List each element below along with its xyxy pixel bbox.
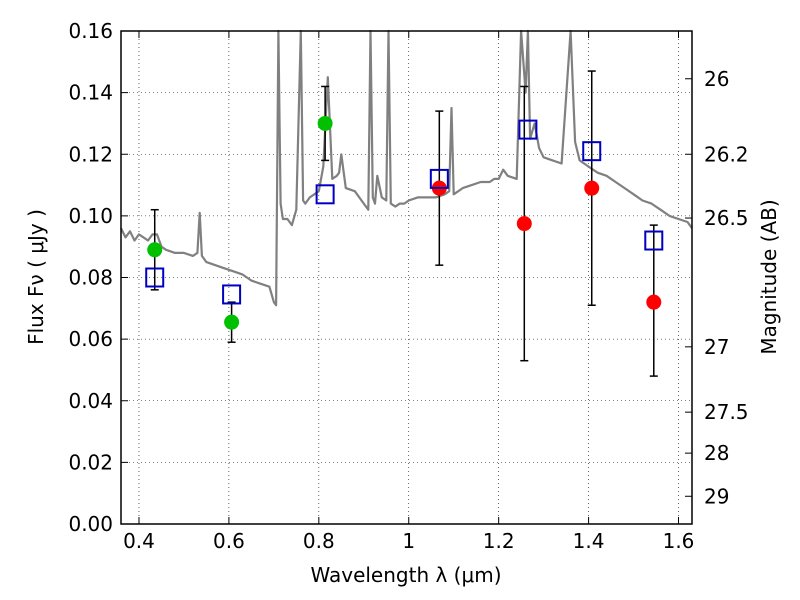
x-tick-label: 1 bbox=[402, 529, 415, 553]
data-point-circle bbox=[516, 216, 532, 232]
data-point-square bbox=[315, 184, 335, 205]
data-point-square bbox=[145, 267, 165, 288]
right-tick-label: 26.5 bbox=[704, 206, 749, 230]
y-tick-label: 0.16 bbox=[68, 19, 113, 43]
x-tick-label: 1.4 bbox=[573, 529, 605, 553]
y-tick-label: 0.10 bbox=[68, 204, 113, 228]
y-tick-label: 0.12 bbox=[68, 142, 113, 166]
data-point-circle bbox=[646, 294, 662, 310]
x-tick-label: 1.6 bbox=[663, 529, 695, 553]
y-axis-label: Flux Fν ( μJy ) bbox=[24, 209, 48, 345]
y-tick-label: 0.14 bbox=[68, 81, 113, 105]
y-tick-label: 0.08 bbox=[68, 266, 113, 290]
right-tick-label: 28 bbox=[704, 441, 729, 465]
data-layer bbox=[120, 29, 693, 377]
data-point-square bbox=[429, 168, 449, 189]
x-tick-label: 0.4 bbox=[123, 529, 155, 553]
data-point-square bbox=[222, 284, 242, 305]
right-tick-label: 27.5 bbox=[704, 400, 749, 424]
data-point-circle bbox=[147, 242, 163, 258]
y-tick-label: 0.04 bbox=[68, 389, 113, 413]
data-point-square bbox=[644, 230, 664, 251]
y-tick-label: 0.00 bbox=[68, 512, 113, 536]
right-tick-label: 27 bbox=[704, 335, 729, 359]
y-tick-label: 0.06 bbox=[68, 327, 113, 351]
right-axis-label: Magnitude (AB) bbox=[757, 199, 781, 354]
right-tick-label: 26 bbox=[704, 67, 729, 91]
x-axis-label: Wavelength λ (μm) bbox=[310, 563, 501, 587]
data-point-square bbox=[582, 141, 602, 162]
data-point-square bbox=[518, 119, 538, 140]
x-tick-label: 1.2 bbox=[483, 529, 515, 553]
plot-background bbox=[121, 31, 692, 524]
spectrum-line bbox=[120, 29, 693, 307]
ticks: 0.4 0.6 0.8 1 1.2 1.4 1.6 0.00 0.02 0.04 0.06 0.08 0… bbox=[68, 19, 748, 553]
y-tick-label: 0.02 bbox=[68, 450, 113, 474]
right-tick-label: 26.2 bbox=[704, 142, 749, 166]
x-tick-label: 0.8 bbox=[303, 529, 335, 553]
data-point-circle bbox=[224, 314, 240, 330]
right-tick-label: 29 bbox=[704, 484, 729, 508]
data-point-circle bbox=[584, 180, 600, 196]
data-point-circle bbox=[317, 115, 333, 131]
x-tick-label: 0.6 bbox=[213, 529, 245, 553]
